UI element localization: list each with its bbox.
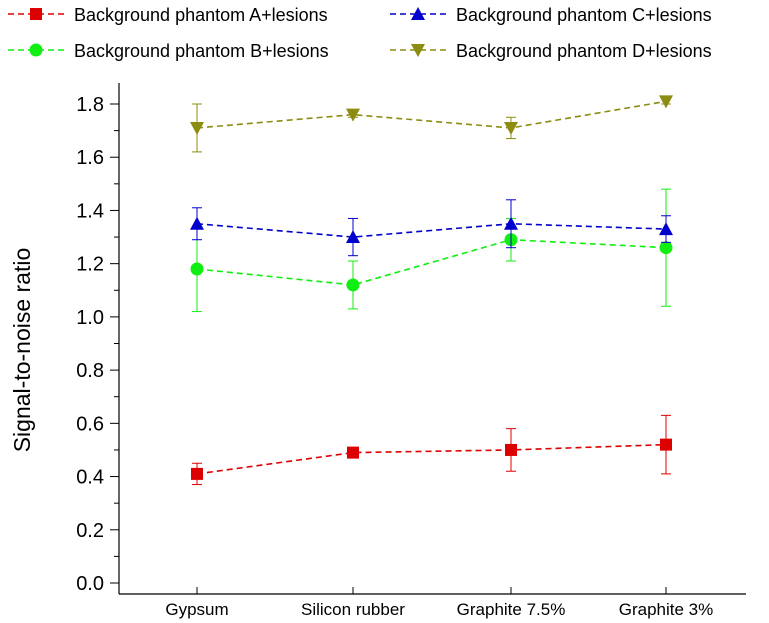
y-tick-label: 0.2 xyxy=(76,520,104,542)
data-point xyxy=(346,230,360,244)
y-tick-label: 1.6 xyxy=(76,147,104,169)
y-tick-label: 0.8 xyxy=(76,360,104,382)
data-point xyxy=(346,108,360,122)
x-tick-label: Graphite 7.5% xyxy=(457,600,566,619)
x-tick-label: Gypsum xyxy=(165,600,228,619)
legend-label: Background phantom B+lesions xyxy=(74,41,329,61)
x-axis: Gypsum Silicon rubber Graphite 7.5% Graphit… xyxy=(119,587,746,619)
legend-label: Background phantom D+lesions xyxy=(456,41,712,61)
data-point xyxy=(30,8,42,20)
data-point xyxy=(347,446,359,459)
y-tick-label: 0.0 xyxy=(76,573,104,595)
data-point xyxy=(190,262,204,276)
legend-entry: Background phantom B+lesions xyxy=(8,41,329,61)
data-point xyxy=(411,44,425,57)
data-point xyxy=(346,278,360,292)
y-tick-label: 1.8 xyxy=(76,94,104,116)
data-point xyxy=(659,241,673,255)
data-point xyxy=(190,216,204,230)
legend-entry: Background phantom A+lesions xyxy=(8,5,328,25)
series-c xyxy=(190,199,673,257)
series-b xyxy=(190,188,673,313)
y-tick-label: 0.6 xyxy=(76,413,104,435)
data-point xyxy=(659,222,673,236)
y-tick-label: 1.4 xyxy=(76,200,104,222)
data-point xyxy=(660,438,672,451)
series-layer xyxy=(190,95,673,486)
data-point xyxy=(411,7,425,20)
data-point xyxy=(505,443,517,456)
data-point xyxy=(191,467,203,480)
data-point xyxy=(659,95,673,109)
y-tick-label: 1.2 xyxy=(76,254,104,276)
x-tick-label: Silicon rubber xyxy=(301,600,405,619)
series-d xyxy=(190,95,673,153)
data-point xyxy=(504,121,518,135)
y-tick-label: 1.0 xyxy=(76,307,104,329)
data-point xyxy=(190,121,204,135)
legend-entry: Background phantom D+lesions xyxy=(390,41,712,61)
legend-label: Background phantom C+lesions xyxy=(456,5,712,25)
series-line xyxy=(196,238,667,286)
data-point xyxy=(29,43,43,57)
y-axis: 0.0 0.2 0.4 0.6 0.8 1.0 1.2 1.4 1.6 1.8 xyxy=(76,83,120,595)
x-tick-label: Graphite 3% xyxy=(619,600,714,619)
series-line xyxy=(196,100,667,129)
legend: Background phantom A+lesions Background p… xyxy=(8,5,712,61)
y-tick-label: 0.4 xyxy=(76,467,104,489)
y-axis-title: Signal-to-noise ratio xyxy=(9,248,35,453)
legend-entry: Background phantom C+lesions xyxy=(390,5,712,25)
series-line xyxy=(196,222,667,238)
series-line xyxy=(196,443,667,475)
series-a xyxy=(191,414,672,486)
data-point xyxy=(504,216,518,230)
legend-label: Background phantom A+lesions xyxy=(74,5,328,25)
